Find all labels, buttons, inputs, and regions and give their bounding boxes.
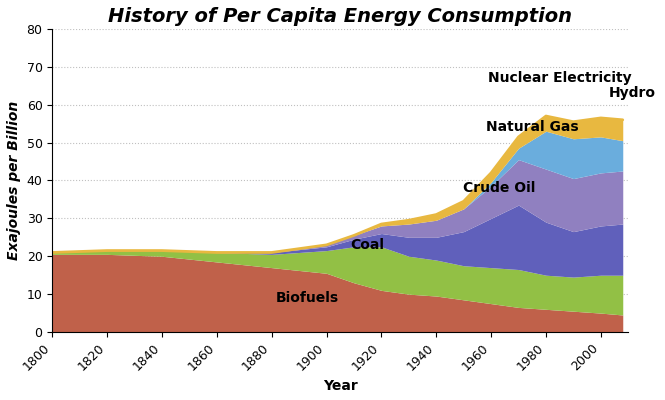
X-axis label: Year: Year bbox=[323, 379, 358, 393]
Text: Crude Oil: Crude Oil bbox=[463, 181, 535, 195]
Text: Nuclear Electricity: Nuclear Electricity bbox=[488, 71, 632, 85]
Text: Hydro: Hydro bbox=[609, 86, 656, 100]
Text: Natural Gas: Natural Gas bbox=[486, 120, 579, 134]
Title: History of Per Capita Energy Consumption: History of Per Capita Energy Consumption bbox=[108, 7, 572, 26]
Text: Coal: Coal bbox=[350, 238, 384, 252]
Text: Biofuels: Biofuels bbox=[276, 291, 339, 305]
Y-axis label: Exajoules per Billion: Exajoules per Billion bbox=[7, 101, 21, 260]
